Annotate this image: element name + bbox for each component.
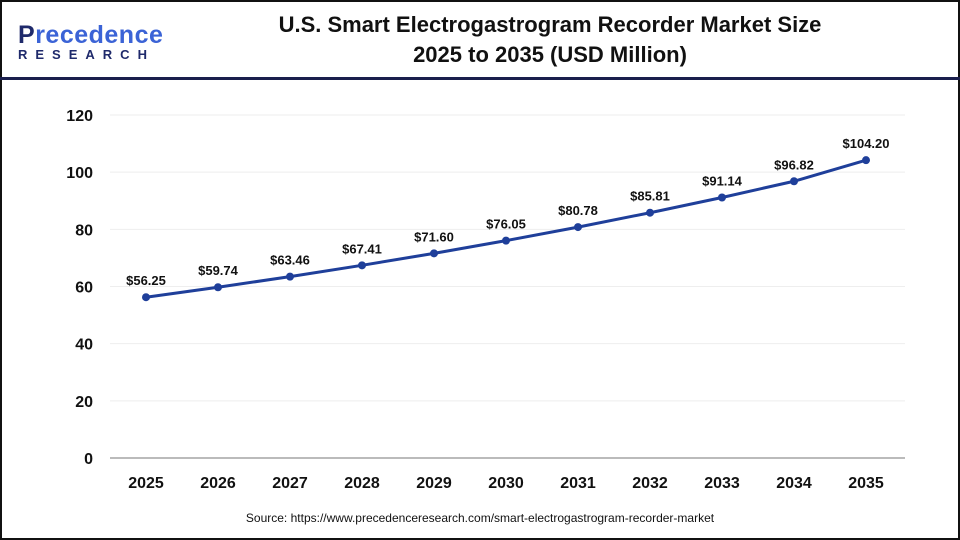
y-tick-label: 40 bbox=[75, 337, 93, 354]
data-point bbox=[718, 193, 726, 202]
data-label: $96.82 bbox=[774, 157, 814, 172]
data-label: $67.41 bbox=[342, 241, 382, 256]
title-line-1: U.S. Smart Electrogastrogram Recorder Ma… bbox=[278, 12, 822, 37]
y-tick-label: 20 bbox=[75, 394, 93, 411]
data-label: $104.20 bbox=[843, 136, 890, 151]
y-tick-label: 60 bbox=[75, 280, 93, 297]
data-point bbox=[646, 208, 654, 217]
data-point bbox=[430, 249, 438, 258]
source-note: Source: https://www.precedenceresearch.c… bbox=[245, 511, 715, 525]
data-point bbox=[502, 236, 510, 245]
x-tick-label: 2032 bbox=[632, 475, 668, 492]
y-tick-label: 80 bbox=[75, 222, 93, 239]
data-point bbox=[214, 283, 222, 292]
header: Precedence RESEARCH U.S. Smart Electroga… bbox=[0, 0, 960, 80]
x-tick-label: 2034 bbox=[776, 475, 812, 492]
x-tick-label: 2026 bbox=[200, 475, 236, 492]
x-tick-label: 2028 bbox=[344, 475, 380, 492]
y-tick-label: 100 bbox=[66, 165, 93, 182]
data-point bbox=[574, 223, 582, 232]
x-tick-label: 2031 bbox=[560, 475, 596, 492]
data-label: $63.46 bbox=[270, 253, 310, 268]
precedence-research-logo: Precedence RESEARCH bbox=[18, 21, 164, 62]
y-tick-label: 0 bbox=[84, 451, 93, 468]
x-tick-label: 2025 bbox=[128, 475, 164, 492]
data-point bbox=[790, 177, 798, 186]
x-tick-label: 2030 bbox=[488, 475, 524, 492]
y-tick-label: 120 bbox=[66, 108, 93, 125]
data-point bbox=[358, 261, 366, 270]
chart-title: U.S. Smart Electrogastrogram Recorder Ma… bbox=[230, 10, 870, 70]
data-label: $80.78 bbox=[558, 203, 598, 218]
x-tick-label: 2033 bbox=[704, 475, 740, 492]
x-tick-label: 2035 bbox=[848, 475, 884, 492]
data-label: $76.05 bbox=[486, 217, 526, 232]
data-label: $56.25 bbox=[126, 273, 166, 288]
data-point bbox=[286, 272, 294, 281]
data-label: $91.14 bbox=[702, 173, 743, 188]
x-tick-label: 2029 bbox=[416, 475, 452, 492]
data-point bbox=[862, 156, 870, 165]
title-line-2: 2025 to 2035 (USD Million) bbox=[413, 42, 687, 67]
data-point bbox=[142, 293, 150, 302]
data-label: $85.81 bbox=[630, 189, 670, 204]
x-tick-label: 2027 bbox=[272, 475, 308, 492]
data-label: $59.74 bbox=[198, 263, 239, 278]
data-label: $71.60 bbox=[414, 229, 454, 244]
